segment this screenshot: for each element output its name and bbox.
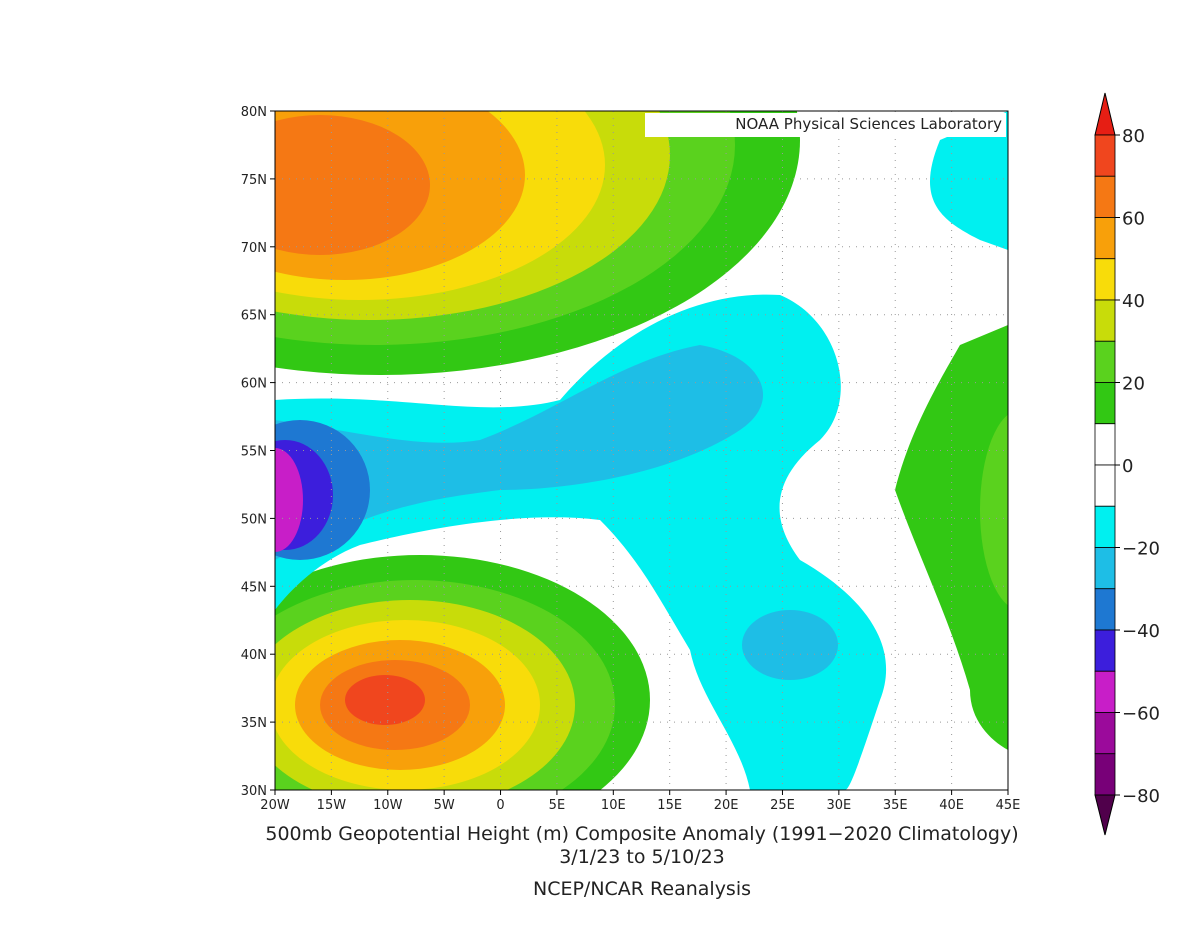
caption: NCEP/NCAR Reanalysis	[533, 878, 751, 900]
colorbar-label: −80	[1122, 786, 1160, 807]
caption: 500mb Geopotential Height (m) Composite …	[265, 823, 1018, 845]
colorbar-label: 60	[1122, 209, 1145, 230]
y-tick-label: 65N	[241, 309, 267, 324]
x-tick-label: 5W	[434, 798, 455, 813]
colorbar-bin	[1094, 753, 1116, 796]
x-tick-label: 25E	[770, 798, 795, 813]
contour-field	[275, 111, 1008, 790]
watermark-box	[645, 113, 1006, 137]
x-tick-label: 45E	[996, 798, 1021, 813]
colorbar-bin	[1094, 464, 1116, 507]
x-tick-label: 0	[496, 798, 504, 813]
colorbar-label: −20	[1122, 539, 1160, 560]
y-tick-label: 40N	[241, 648, 267, 663]
x-tick-label: 15W	[317, 798, 347, 813]
colorbar-bin	[1094, 629, 1116, 672]
x-tick-label: 10W	[373, 798, 403, 813]
colorbar-label: −40	[1122, 621, 1160, 642]
colorbar-bin	[1094, 175, 1116, 218]
x-tick-label: 5E	[549, 798, 566, 813]
colorbar-bin	[1094, 505, 1116, 548]
y-tick-label: 75N	[241, 173, 267, 188]
y-tick-label: 55N	[241, 445, 267, 460]
x-tick-label: 35E	[883, 798, 908, 813]
y-tick-label: 45N	[241, 580, 267, 595]
colorbar-bin	[1094, 423, 1116, 466]
colorbar-label: 0	[1122, 456, 1133, 477]
y-tick-label: 30N	[241, 784, 267, 799]
x-tick-label: 10E	[601, 798, 626, 813]
colorbar-label: 20	[1122, 374, 1145, 395]
colorbar-bin	[1094, 712, 1116, 755]
colorbar-bin	[1094, 134, 1116, 177]
colorbar-bin	[1094, 670, 1116, 713]
colorbar-label: 80	[1122, 126, 1145, 147]
colorbar-label: −60	[1122, 704, 1160, 725]
y-tick-label: 70N	[241, 241, 267, 256]
colorbar-bin	[1094, 299, 1116, 342]
colorbar-bin	[1094, 588, 1116, 631]
colorbar-bin	[1094, 382, 1116, 425]
caption: 3/1/23 to 5/10/23	[559, 846, 725, 868]
colorbar-bin	[1094, 547, 1116, 590]
x-tick-label: 20W	[260, 798, 290, 813]
y-tick-label: 35N	[241, 716, 267, 731]
watermark: NOAA Physical Sciences Laboratory	[735, 115, 1002, 133]
x-tick-label: 20E	[714, 798, 739, 813]
colorbar-bin	[1094, 258, 1116, 301]
colorbar-over	[1094, 92, 1116, 136]
x-tick-label: 30E	[826, 798, 851, 813]
y-tick-label: 50N	[241, 512, 267, 527]
x-tick-label: 40E	[939, 798, 964, 813]
colorbar-bin	[1094, 340, 1116, 383]
colorbar-bin	[1094, 217, 1116, 260]
x-tick-label: 15E	[657, 798, 682, 813]
colorbar-label: 40	[1122, 291, 1145, 312]
colorbar: 80 60 40 20 0 −20 −40 −60 −80	[1094, 92, 1160, 836]
colorbar-under	[1094, 794, 1116, 836]
y-tick-label: 80N	[241, 105, 267, 120]
y-tick-label: 60N	[241, 377, 267, 392]
